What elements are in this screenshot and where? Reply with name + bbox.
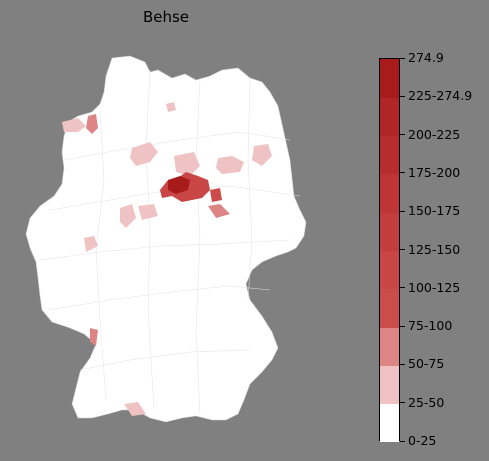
legend-label: 200-225: [408, 126, 461, 142]
highlighted-districts: [62, 102, 272, 416]
legend-segment: [380, 97, 399, 137]
legend-tick: [400, 440, 405, 442]
district-bin-50-75: [86, 114, 98, 134]
legend-segment: [380, 59, 399, 98]
legend-segment: [380, 327, 399, 366]
map-title: Behse: [142, 8, 190, 26]
district-bin-25-50: [174, 152, 200, 176]
legend-tick: [400, 57, 405, 59]
district-bin-25-50: [166, 102, 176, 112]
district-bin-25-50: [84, 236, 98, 252]
legend-label: 175-200: [408, 164, 461, 180]
legend-label: 125-150: [408, 241, 461, 257]
legend-label: 25-50: [408, 394, 445, 410]
district-bin-50-75: [208, 204, 230, 218]
legend-segment: [380, 365, 399, 405]
legend-tick: [400, 210, 405, 212]
legend-tick: [400, 172, 405, 174]
legend-label: 150-175: [408, 203, 461, 219]
legend-tick: [400, 287, 405, 289]
district-bin-25-50: [138, 204, 158, 220]
legend-segment: [380, 250, 399, 290]
district-bin-75-100: [210, 188, 222, 202]
legend-segment: [380, 288, 399, 328]
legend-tick: [400, 95, 405, 97]
legend-tick: [400, 134, 405, 136]
legend-tick: [400, 363, 405, 365]
legend-label: 75-100: [408, 318, 453, 334]
legend-tick: [400, 325, 405, 327]
district-bin-25-50: [120, 204, 136, 228]
legend-label: 0-25: [408, 433, 437, 448]
legend-segment: [380, 403, 399, 443]
legend-label: 225-274.9: [408, 88, 473, 104]
district-bin-25-50: [252, 144, 272, 166]
legend-colorbar: [379, 58, 400, 443]
legend-segment: [380, 173, 399, 213]
district-bin-50-75: [90, 328, 98, 346]
legend-label: 274.9: [408, 50, 444, 65]
legend-label: 50-75: [408, 356, 445, 372]
district-bin-25-50: [124, 402, 146, 416]
district-bin-25-50: [130, 142, 158, 166]
legend-segment: [380, 135, 399, 175]
germany-choropleth-map: [25, 55, 307, 423]
legend-tick: [400, 402, 405, 404]
legend-label: 100-125: [408, 279, 461, 295]
germany-outline: [25, 55, 307, 423]
district-bin-25-50: [216, 156, 244, 174]
district-bin-25-50: [62, 118, 86, 132]
legend-tick: [400, 249, 405, 250]
district-bin-150-175: [168, 176, 190, 194]
legend-segment: [380, 212, 399, 251]
